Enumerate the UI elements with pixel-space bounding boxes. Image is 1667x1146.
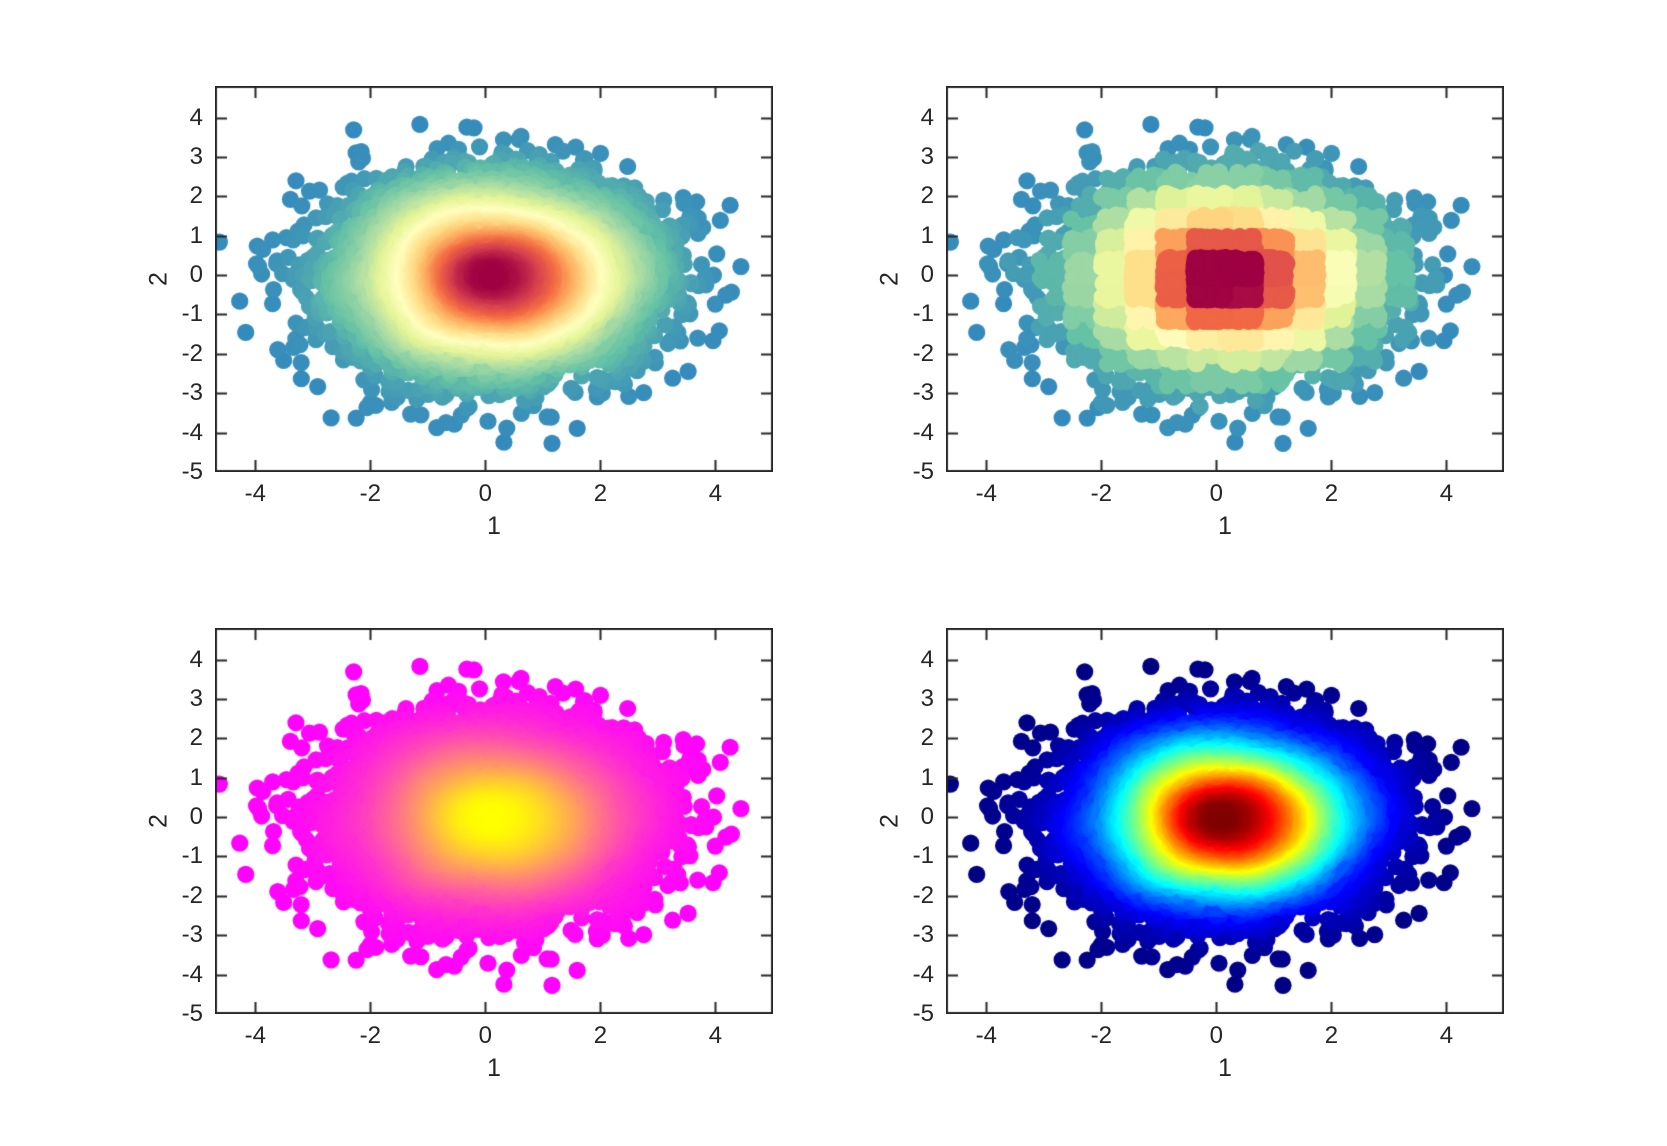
scatter-density-canvas-bottom-right (946, 628, 1504, 1014)
y-tick-label: 2 (920, 724, 934, 752)
x-tick-label: 4 (708, 1022, 723, 1049)
x-tick-label: 0 (1209, 1022, 1224, 1049)
y-tick-label: 4 (189, 645, 203, 673)
y-tick-label: 0 (920, 803, 934, 831)
subplot-bottom-right-jet-smooth: 1 2 -4 -2 0 2 4 4 3 2 1 0 -1 -2 -3 -4 -5 (876, 628, 1504, 1081)
x-axis-label: 1 (1218, 1054, 1232, 1082)
scatter-density-canvas-bottom-left (215, 628, 773, 1014)
y-tick-label: 3 (920, 684, 934, 712)
y-tick-label: -1 (181, 300, 203, 328)
y-axis-label: 2 (144, 272, 173, 286)
x-tick-label: -4 (244, 1022, 266, 1049)
y-tick-label: 0 (189, 261, 203, 289)
y-axis-label: 2 (144, 814, 173, 828)
scatter-density-canvas-top-left (215, 86, 773, 472)
y-tick-label: -5 (912, 458, 934, 485)
y-tick-label: 1 (189, 763, 203, 791)
x-tick-label: -2 (359, 1022, 381, 1049)
y-tick-label: 0 (920, 261, 934, 289)
y-tick-label: 1 (920, 221, 934, 249)
y-tick-label: -5 (181, 458, 203, 485)
y-tick-label: -3 (912, 921, 934, 949)
x-tick-label: -4 (975, 480, 997, 507)
y-tick-label: 2 (189, 724, 203, 752)
x-axis-label: 1 (487, 1054, 501, 1082)
y-axis-label: 2 (875, 814, 904, 828)
y-axis-label: 2 (875, 272, 904, 286)
x-tick-label: -4 (244, 480, 266, 507)
scatter-density-canvas-top-right (946, 86, 1504, 472)
y-tick-label: 4 (920, 103, 934, 131)
y-tick-label: 4 (189, 103, 203, 131)
y-tick-label: 1 (920, 763, 934, 791)
y-tick-label: -1 (912, 842, 934, 870)
x-axis-label: 1 (487, 512, 501, 540)
x-tick-label: -4 (975, 1022, 997, 1049)
subplot-top-right-spectral-blocky: 1 2 -4 -2 0 2 4 4 3 2 1 0 -1 -2 -3 -4 -5 (876, 86, 1504, 539)
x-tick-label: 4 (1439, 480, 1454, 507)
x-tick-label: 0 (478, 1022, 493, 1049)
x-tick-label: 4 (1439, 1022, 1454, 1049)
y-tick-label: -4 (912, 418, 934, 446)
y-tick-label: -2 (181, 881, 203, 909)
y-tick-label: 4 (920, 645, 934, 673)
x-tick-label: -2 (1090, 480, 1112, 507)
x-tick-label: 2 (593, 1022, 608, 1049)
y-tick-label: 3 (189, 142, 203, 170)
y-tick-label: -5 (181, 1000, 203, 1027)
y-tick-label: 0 (189, 803, 203, 831)
x-tick-label: -2 (359, 480, 381, 507)
y-tick-label: 1 (189, 221, 203, 249)
y-tick-label: -2 (181, 339, 203, 367)
y-tick-label: -3 (181, 921, 203, 949)
subplot-top-left-spectral-smooth: 1 2 -4 -2 0 2 4 4 3 2 1 0 -1 -2 -3 -4 -5 (145, 86, 773, 539)
y-tick-label: -2 (912, 339, 934, 367)
y-tick-label: -4 (912, 960, 934, 988)
y-tick-label: 2 (920, 182, 934, 210)
y-tick-label: 3 (920, 142, 934, 170)
x-tick-label: -2 (1090, 1022, 1112, 1049)
x-axis-label: 1 (1218, 512, 1232, 540)
x-tick-label: 2 (593, 480, 608, 507)
x-tick-label: 2 (1324, 480, 1339, 507)
x-tick-label: 2 (1324, 1022, 1339, 1049)
x-tick-label: 0 (1209, 480, 1224, 507)
y-tick-label: 3 (189, 684, 203, 712)
y-tick-label: -4 (181, 418, 203, 446)
y-tick-label: -2 (912, 881, 934, 909)
x-tick-label: 4 (708, 480, 723, 507)
subplot-bottom-left-spring-smooth: 1 2 -4 -2 0 2 4 4 3 2 1 0 -1 -2 -3 -4 -5 (145, 628, 773, 1081)
y-tick-label: -1 (912, 300, 934, 328)
y-tick-label: -4 (181, 960, 203, 988)
y-tick-label: -3 (912, 379, 934, 407)
y-tick-label: -5 (912, 1000, 934, 1027)
y-tick-label: -3 (181, 379, 203, 407)
y-tick-label: 2 (189, 182, 203, 210)
y-tick-label: -1 (181, 842, 203, 870)
x-tick-label: 0 (478, 480, 493, 507)
